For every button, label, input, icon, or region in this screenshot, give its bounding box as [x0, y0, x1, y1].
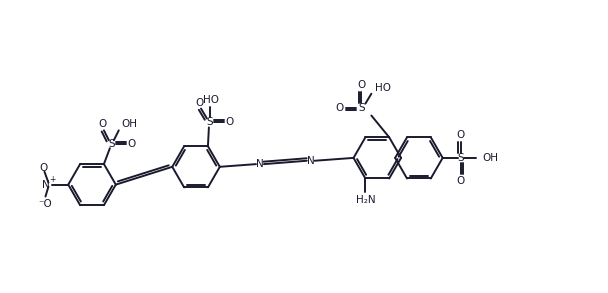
Text: O: O	[457, 130, 465, 140]
Text: O: O	[226, 117, 234, 127]
Text: S: S	[108, 139, 115, 149]
Text: S: S	[457, 153, 464, 163]
Text: H₂N: H₂N	[356, 195, 375, 205]
Text: S: S	[207, 117, 213, 127]
Text: ⁻O: ⁻O	[38, 200, 52, 209]
Text: O: O	[358, 80, 365, 90]
Text: +: +	[49, 175, 55, 184]
Text: HO: HO	[203, 95, 219, 105]
Text: O: O	[195, 98, 203, 108]
Text: N: N	[256, 159, 264, 169]
Text: O: O	[336, 103, 344, 113]
Text: O: O	[457, 176, 465, 186]
Text: OH: OH	[122, 120, 138, 130]
Text: N: N	[307, 156, 314, 166]
Text: HO: HO	[375, 83, 392, 93]
Text: O: O	[40, 163, 47, 173]
Text: O: O	[128, 139, 136, 149]
Text: N: N	[42, 180, 49, 190]
Text: O: O	[98, 120, 107, 130]
Text: OH: OH	[482, 153, 499, 163]
Text: S: S	[358, 103, 365, 113]
